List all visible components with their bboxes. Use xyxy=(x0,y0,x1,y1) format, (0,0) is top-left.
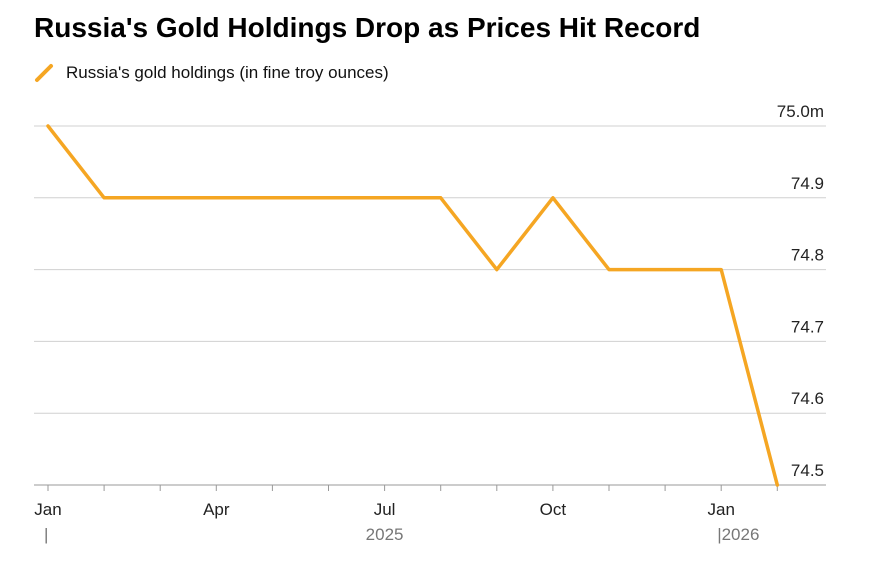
data-point xyxy=(102,196,106,200)
data-point xyxy=(607,268,611,272)
y-tick-label: 74.5 xyxy=(791,461,824,480)
data-point xyxy=(270,196,274,200)
y-tick-label: 74.6 xyxy=(791,389,824,408)
data-point xyxy=(327,196,330,200)
year-label: | xyxy=(44,525,48,544)
x-tick-label: Jul xyxy=(374,500,396,519)
data-point xyxy=(719,268,723,272)
legend: Russia's gold holdings (in fine troy oun… xyxy=(34,62,389,84)
x-tick-label: Jan xyxy=(34,500,61,519)
x-axis: Jan Apr Jul Oct Jan | 2025 |2026 xyxy=(34,484,826,544)
data-point xyxy=(439,196,443,200)
data-point xyxy=(775,483,779,487)
data-point xyxy=(214,196,218,200)
y-tick-label: 75.0m xyxy=(777,102,824,121)
chart-title: Russia's Gold Holdings Drop as Prices Hi… xyxy=(34,12,701,43)
data-point xyxy=(495,268,499,272)
year-label: 2025 xyxy=(366,525,404,544)
x-tick-label: Oct xyxy=(540,500,567,519)
series-line xyxy=(46,124,780,487)
legend-line-swatch-icon xyxy=(35,64,53,82)
data-point xyxy=(551,196,555,200)
y-tick-label: 74.8 xyxy=(791,246,824,265)
legend-label: Russia's gold holdings (in fine troy oun… xyxy=(66,63,389,82)
data-point xyxy=(663,268,667,272)
x-tick-label: Apr xyxy=(203,500,230,519)
data-point xyxy=(383,196,387,200)
y-tick-label: 74.7 xyxy=(791,317,824,336)
year-label: |2026 xyxy=(717,525,759,544)
data-point xyxy=(158,196,162,200)
series-layer xyxy=(46,124,780,487)
x-tick-label: Jan xyxy=(707,500,734,519)
data-point xyxy=(46,124,50,128)
y-axis: 75.0m 74.9 74.8 74.7 74.6 74.5 xyxy=(777,102,824,480)
y-tick-label: 74.9 xyxy=(791,174,824,193)
